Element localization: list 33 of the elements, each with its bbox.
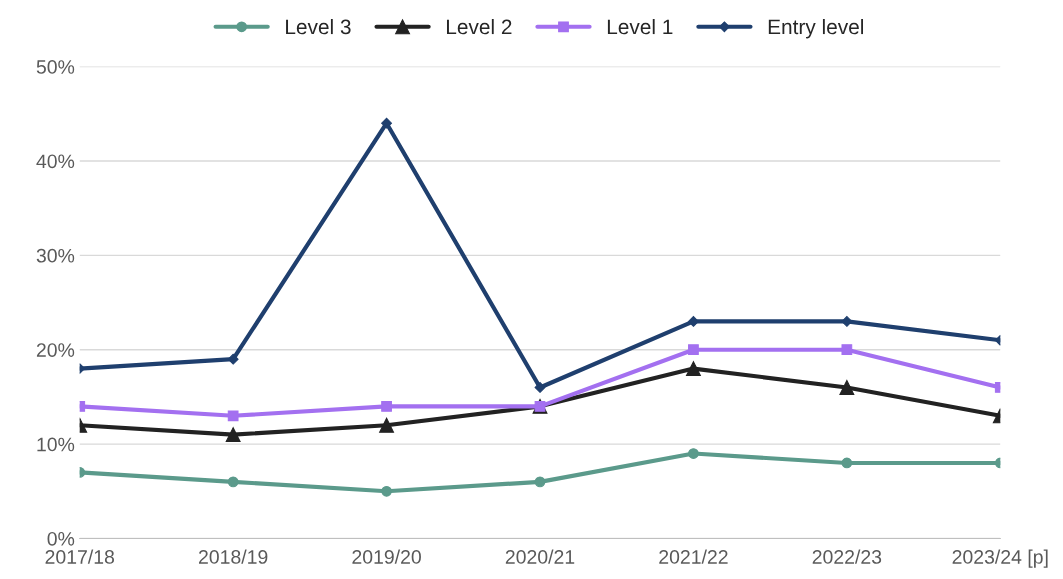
y-tick-label: 0%	[47, 531, 75, 546]
legend-label: Level 2	[447, 18, 512, 35]
point	[688, 448, 699, 459]
point	[688, 344, 699, 356]
point	[841, 457, 853, 469]
legend-label: Entry level	[768, 18, 863, 39]
y-tick-label: 20%	[36, 343, 75, 357]
legend-label: Level 3	[286, 18, 351, 35]
point	[227, 410, 239, 422]
point	[841, 344, 853, 356]
point	[839, 380, 855, 395]
point	[685, 361, 701, 377]
point	[534, 476, 546, 488]
x-tick-label: 2022/23	[812, 549, 882, 564]
x-tick-label: 2020/21	[505, 549, 575, 564]
point	[381, 400, 392, 412]
y-tick-label: 40%	[36, 154, 75, 169]
point	[688, 315, 699, 327]
point	[379, 417, 395, 433]
y-tick-label: 10%	[37, 437, 75, 452]
point	[534, 382, 546, 393]
y-tick-label: 30%	[36, 248, 75, 263]
x-tick-label: 2018/19	[198, 549, 268, 564]
x-tick-label: 2023/24 [p]	[952, 549, 1048, 568]
point	[381, 117, 393, 129]
x-tick-label: 2017/18	[45, 549, 115, 564]
point	[381, 485, 392, 497]
x-tick-label: 2019/20	[352, 549, 421, 564]
legend-label: Level 1	[607, 18, 673, 35]
point	[227, 476, 239, 488]
x-tick-label: 2021/22	[659, 549, 728, 564]
y-tick-label: 50%	[36, 60, 75, 74]
point	[225, 427, 241, 443]
